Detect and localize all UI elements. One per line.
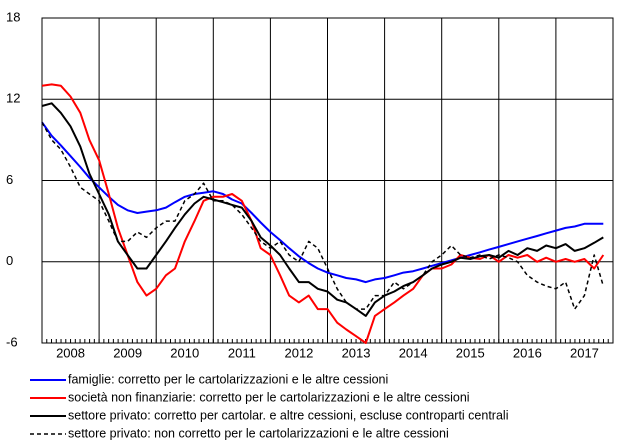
y-tick-label: -6 bbox=[6, 334, 18, 349]
series-line bbox=[41, 83, 605, 344]
y-tick-label: 18 bbox=[6, 9, 20, 24]
x-tick-label: 2009 bbox=[113, 345, 142, 360]
x-tick-label: 2008 bbox=[56, 345, 85, 360]
legend-label: settore privato: non corretto per le car… bbox=[68, 426, 449, 440]
x-tick-label: 2011 bbox=[228, 345, 256, 360]
x-tick-label: 2014 bbox=[399, 345, 428, 360]
x-tick-label: 2017 bbox=[570, 345, 599, 360]
legend-label: famiglie: corretto per le cartolarizzazi… bbox=[68, 372, 388, 386]
series-line bbox=[41, 121, 605, 310]
y-tick-label: 0 bbox=[6, 253, 13, 268]
series-line bbox=[41, 121, 604, 284]
x-tick-label: 2013 bbox=[342, 345, 371, 360]
x-tick-label: 2012 bbox=[284, 345, 313, 360]
x-tick-label: 2016 bbox=[513, 345, 542, 360]
y-tick-label: 12 bbox=[6, 91, 20, 106]
y-tick-label: 6 bbox=[6, 172, 13, 187]
series-line bbox=[41, 102, 604, 317]
legend-label: società non finanziarie: corretto per le… bbox=[68, 390, 470, 404]
x-tick-label: 2010 bbox=[170, 345, 199, 360]
x-tick-label: 2015 bbox=[456, 345, 485, 360]
legend-label: settore privato: corretto per cartolar. … bbox=[68, 408, 508, 422]
plot-frame bbox=[41, 17, 614, 344]
